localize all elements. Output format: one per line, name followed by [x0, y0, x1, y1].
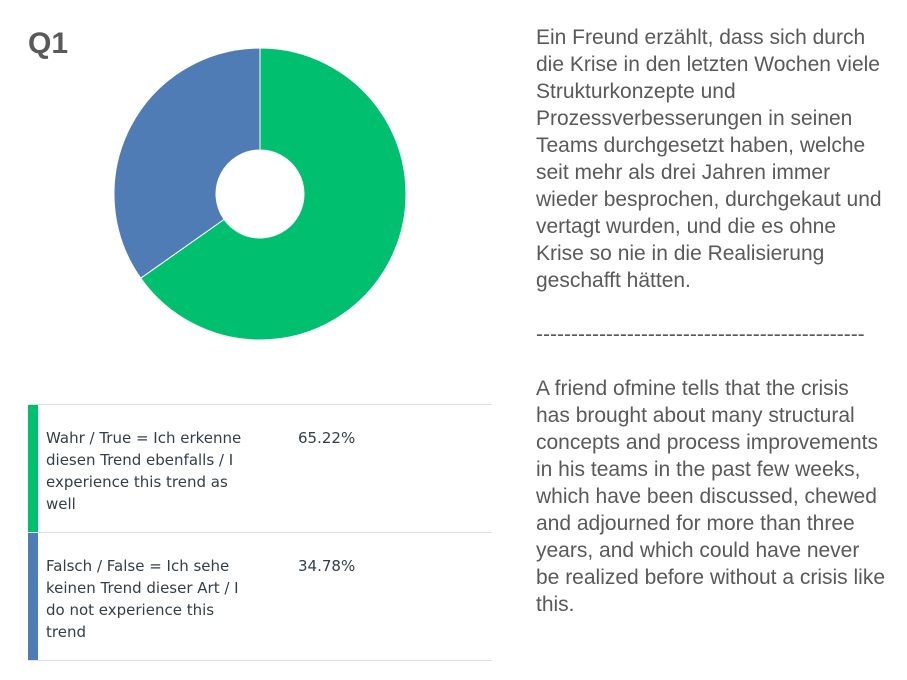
- english-text: A friend ofmine tells that the crisis ha…: [536, 377, 886, 616]
- german-text: Ein Freund erzählt, dass sich durch die …: [536, 26, 882, 292]
- legend-swatch: [28, 533, 38, 660]
- legend-percent: 34.78%: [298, 557, 356, 575]
- legend-label: Wahr / True = Ich erkenne diesen Trend e…: [46, 429, 242, 513]
- side-text: Ein Freund erzählt, dass sich durch die …: [536, 24, 886, 618]
- donut-slice: [113, 47, 261, 279]
- legend-table: Wahr / True = Ich erkenne diesen Trend e…: [28, 404, 492, 661]
- donut-slice: [140, 47, 407, 341]
- legend-percent: 65.22%: [298, 429, 356, 447]
- legend-row: Wahr / True = Ich erkenne diesen Trend e…: [28, 405, 492, 533]
- text-divider: ----------------------------------------…: [536, 323, 865, 346]
- legend-label: Falsch / False = Ich sehe keinen Trend d…: [46, 557, 239, 641]
- legend-swatch: [28, 405, 38, 532]
- question-title: Q1: [28, 27, 69, 60]
- legend-row: Falsch / False = Ich sehe keinen Trend d…: [28, 533, 492, 661]
- donut-chart: [113, 47, 407, 341]
